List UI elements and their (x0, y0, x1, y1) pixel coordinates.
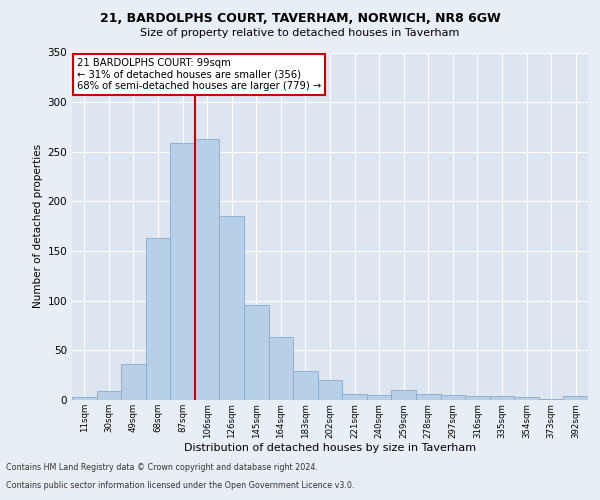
Bar (514, 397, 539, 400)
Bar (146, 238, 170, 400)
Bar (121, 364, 146, 400)
Text: Contains HM Land Registry data © Crown copyright and database right 2024.: Contains HM Land Registry data © Crown c… (6, 464, 318, 472)
Bar (269, 338, 293, 400)
Bar (367, 395, 391, 400)
Text: 21, BARDOLPHS COURT, TAVERHAM, NORWICH, NR8 6GW: 21, BARDOLPHS COURT, TAVERHAM, NORWICH, … (100, 12, 500, 26)
Bar (97, 391, 121, 400)
Bar (391, 390, 416, 400)
Bar (293, 371, 318, 400)
Bar (220, 216, 244, 400)
Y-axis label: Number of detached properties: Number of detached properties (33, 144, 43, 308)
Bar (342, 394, 367, 400)
Text: 21 BARDOLPHS COURT: 99sqm
← 31% of detached houses are smaller (356)
68% of semi: 21 BARDOLPHS COURT: 99sqm ← 31% of detac… (77, 58, 322, 91)
Bar (563, 396, 588, 400)
Bar (244, 304, 269, 400)
Text: Size of property relative to detached houses in Taverham: Size of property relative to detached ho… (140, 28, 460, 38)
Bar (490, 396, 514, 400)
Bar (170, 143, 195, 400)
X-axis label: Distribution of detached houses by size in Taverham: Distribution of detached houses by size … (184, 443, 476, 453)
Bar (195, 139, 220, 400)
Bar (416, 394, 440, 400)
Bar (465, 396, 490, 400)
Bar (72, 397, 97, 400)
Bar (539, 399, 563, 400)
Bar (440, 395, 465, 400)
Bar (318, 380, 342, 400)
Text: Contains public sector information licensed under the Open Government Licence v3: Contains public sector information licen… (6, 481, 355, 490)
